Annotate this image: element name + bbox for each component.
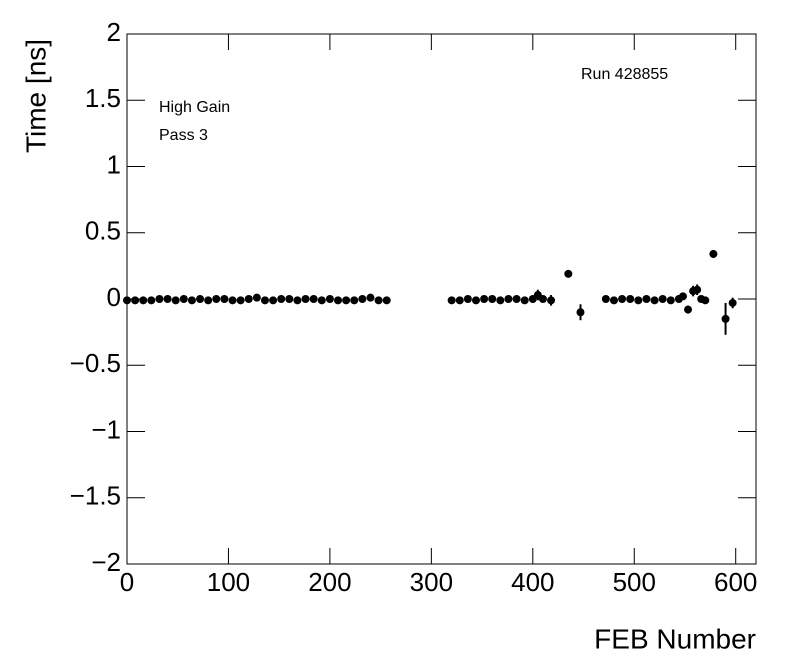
y-tick-label: −1.5 [70,481,121,511]
point [139,296,148,305]
point [512,295,521,303]
point [196,295,205,303]
point [471,296,480,305]
point [618,295,627,303]
point [658,295,667,303]
x-tick-label: 600 [714,567,757,597]
y-tick-label: 0.5 [85,216,121,246]
point [147,296,156,305]
point [455,296,464,305]
point [678,292,687,301]
point [374,296,383,305]
point [366,293,375,302]
point [252,293,261,302]
point [293,296,302,305]
point [721,314,730,323]
y-tick-label: 2 [107,17,121,47]
point [236,296,245,305]
point [334,296,343,305]
point [709,249,718,258]
point [317,296,326,305]
point [693,285,702,294]
y-tick-label: 0 [107,282,121,312]
point [228,296,237,305]
point [382,296,391,305]
point [626,295,635,303]
point [480,295,489,303]
point [212,295,221,303]
point [155,295,164,303]
annotation: High Gain [159,99,230,116]
y-tick-label: −0.5 [70,348,121,378]
point [204,296,213,305]
point [277,295,286,303]
point [187,296,196,305]
point [601,295,610,303]
x-tick-label: 500 [613,567,656,597]
point [220,295,229,303]
point [504,295,513,303]
point [496,296,505,305]
x-tick-label: 300 [410,567,453,597]
point [350,296,359,305]
y-tick-label: −2 [91,547,121,577]
point [123,296,131,305]
point [728,298,737,307]
point [163,295,172,303]
point [547,296,556,305]
x-tick-label: 100 [207,567,250,597]
point [576,308,585,317]
x-axis-title: FEB Number [594,623,756,654]
y-tick-label: −1 [91,414,121,444]
point [634,296,643,305]
point [301,295,310,303]
point [488,295,497,303]
point [342,296,351,305]
point [131,296,140,305]
point [309,295,318,303]
y-axis-title: Time [ns] [20,39,51,153]
point [642,295,651,303]
x-tick-label: 200 [308,567,351,597]
point [447,296,456,305]
point [171,296,180,305]
x-tick-label: 400 [511,567,554,597]
y-tick-label: 1 [107,149,121,179]
point [269,296,278,305]
point [684,305,693,314]
point [666,296,675,305]
x-tick-label: 0 [120,567,134,597]
point [244,295,253,303]
point [520,296,529,305]
point [609,296,618,305]
point [564,269,573,278]
point [179,295,188,303]
point [325,295,334,303]
point [463,295,472,303]
point [538,295,547,303]
point [358,295,367,303]
point [260,296,269,305]
annotation: Run 428855 [581,66,668,83]
point [285,295,294,303]
annotation: Pass 3 [159,127,208,144]
point [650,296,659,305]
point [701,296,710,305]
y-tick-label: 1.5 [85,83,121,113]
